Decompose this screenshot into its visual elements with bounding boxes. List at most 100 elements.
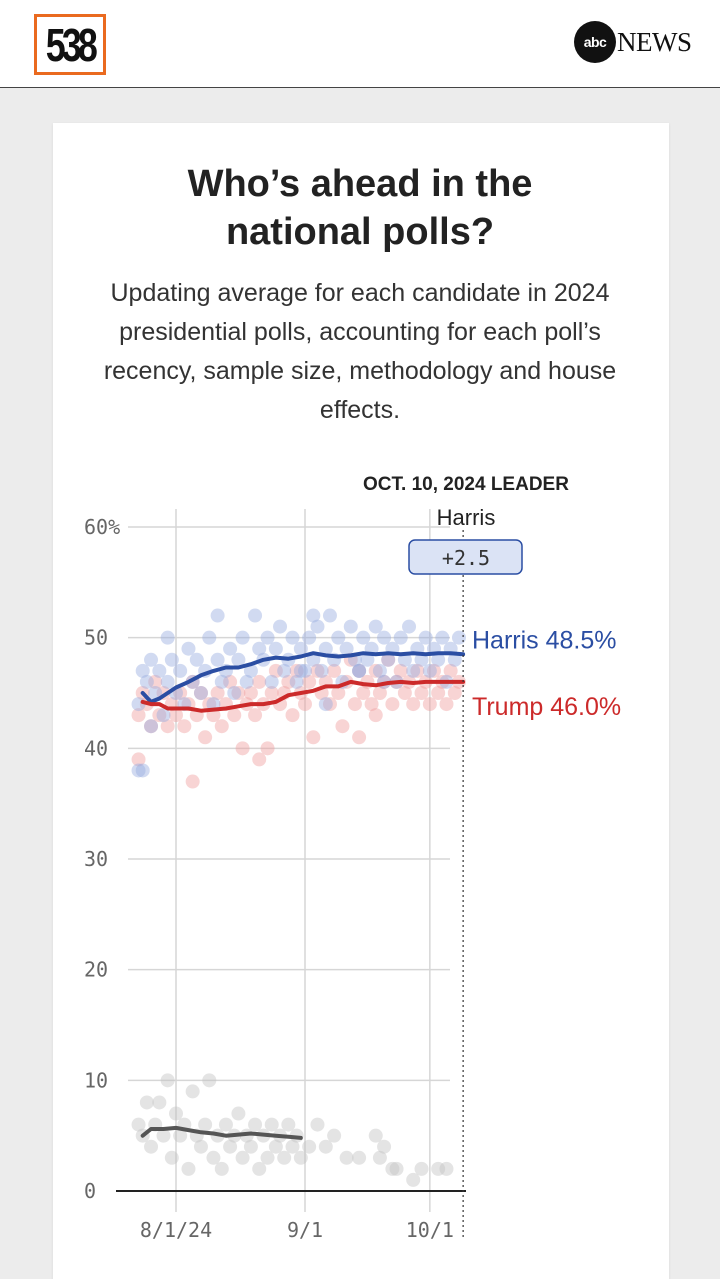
- poll-dot-harris: [418, 630, 433, 645]
- poll-dot-trump: [193, 686, 208, 700]
- poll-dot-kennedy: [235, 1150, 250, 1165]
- poll-dot-harris: [322, 608, 337, 623]
- poll-dot-trump: [381, 652, 396, 667]
- y-tick-label: 20: [84, 958, 108, 982]
- poll-dot-harris: [152, 663, 167, 678]
- poll-dot-harris: [352, 663, 367, 678]
- chart-axes: 60% 50 40 30 20 10 0 8/1/24 9/1 10/1: [84, 515, 466, 1242]
- poll-dot-harris: [260, 630, 275, 645]
- poll-dot-kennedy: [352, 1150, 367, 1165]
- poll-dot-harris: [277, 663, 292, 678]
- poll-dot-harris: [368, 619, 383, 634]
- poll-dot-harris: [397, 652, 412, 667]
- poll-dot-trump: [243, 686, 258, 700]
- trump-end-label: Trump 46.0%: [472, 693, 621, 721]
- poll-dot-harris: [144, 652, 159, 667]
- poll-dot-harris: [210, 608, 225, 623]
- poll-dot-harris: [289, 674, 304, 689]
- poll-dot-trump: [214, 719, 229, 734]
- poll-dot-trump: [260, 741, 275, 756]
- poll-dot-kennedy: [156, 1128, 171, 1143]
- poll-dot-harris: [331, 630, 346, 645]
- poll-dot-kennedy: [218, 1117, 233, 1132]
- poll-dot-trump: [322, 697, 337, 712]
- poll-dot-harris: [239, 674, 254, 689]
- poll-dot-harris: [285, 630, 300, 645]
- abc-news-logo[interactable]: abc NEWS: [574, 21, 692, 63]
- poll-dot-trump: [177, 719, 192, 734]
- poll-dot-trump: [306, 730, 321, 745]
- poll-dot-kennedy: [160, 1073, 175, 1088]
- poll-dot-trump: [198, 730, 213, 745]
- poll-dot-harris: [139, 674, 154, 689]
- poll-dot-harris: [235, 630, 250, 645]
- poll-dot-harris: [343, 619, 358, 634]
- poll-dot-harris: [223, 641, 238, 656]
- poll-dot-kennedy: [327, 1128, 342, 1143]
- poll-dot-kennedy: [406, 1172, 421, 1187]
- poll-dot-kennedy: [198, 1117, 213, 1132]
- poll-dot-harris: [264, 674, 279, 689]
- poll-dot-trump: [160, 719, 175, 734]
- poll-dot-harris: [268, 641, 283, 656]
- poll-dot-trump: [227, 708, 242, 723]
- poll-dot-trump: [252, 752, 267, 767]
- poll-dot-trump: [285, 708, 300, 723]
- poll-dot-trump: [393, 663, 408, 678]
- poll-dot-kennedy: [185, 1084, 200, 1099]
- poll-dot-harris: [393, 630, 408, 645]
- poll-dot-kennedy: [206, 1150, 221, 1165]
- poll-dot-trump: [327, 663, 342, 678]
- poll-dot-harris: [156, 708, 171, 723]
- poll-dot-trump: [447, 686, 462, 700]
- poll-dot-trump: [268, 663, 283, 678]
- poll-dot-harris: [314, 663, 329, 678]
- top-navigation-bar: 538 abc NEWS: [0, 0, 720, 88]
- fivethirtyeight-logo[interactable]: 538: [34, 14, 106, 75]
- poll-dot-kennedy: [264, 1117, 279, 1132]
- poll-dot-kennedy: [248, 1117, 263, 1132]
- abc-news-wordmark: NEWS: [617, 26, 692, 57]
- poll-dot-trump: [223, 674, 238, 689]
- poll-dot-trump: [331, 686, 346, 700]
- y-tick-label: 30: [84, 847, 108, 871]
- poll-dot-trump: [439, 697, 454, 712]
- chart-subtitle: Updating average for each candidate in 2…: [103, 279, 617, 424]
- poll-dot-trump: [422, 697, 437, 712]
- poll-dot-trump: [302, 674, 317, 689]
- poll-dot-kennedy: [152, 1095, 167, 1110]
- poll-dot-harris: [131, 763, 146, 778]
- x-tick-label: 8/1/24: [140, 1218, 212, 1242]
- poll-dot-harris: [381, 652, 396, 667]
- poll-dot-harris: [310, 619, 325, 634]
- poll-dot-trump: [406, 697, 421, 712]
- poll-dot-harris: [447, 652, 462, 667]
- poll-dot-harris: [210, 652, 225, 667]
- poll-dot-kennedy: [385, 1161, 400, 1176]
- poll-dot-trump: [368, 708, 383, 723]
- poll-dot-kennedy: [260, 1150, 275, 1165]
- poll-dot-harris: [148, 686, 163, 700]
- poll-dot-kennedy: [131, 1117, 146, 1132]
- poll-dot-trump: [252, 674, 267, 689]
- poll-dot-trump: [372, 686, 387, 700]
- poll-dot-trump: [144, 719, 159, 734]
- poll-dot-kennedy: [281, 1117, 296, 1132]
- poll-dot-trump: [352, 730, 367, 745]
- poll-dot-kennedy: [439, 1161, 454, 1176]
- poll-dot-kennedy: [173, 1128, 188, 1143]
- poll-dot-trump: [368, 663, 383, 678]
- y-tick-label: 50: [84, 626, 108, 650]
- poll-dot-harris: [422, 663, 437, 678]
- poll-dot-kennedy: [181, 1161, 196, 1176]
- poll-dot-trump: [148, 674, 163, 689]
- poll-dot-harris: [227, 686, 242, 700]
- logo-text: 538: [45, 18, 98, 71]
- average-line-trump: [140, 679, 466, 713]
- poll-dot-trump: [131, 708, 146, 723]
- poll-dot-harris: [339, 641, 354, 656]
- poll-dot-harris: [173, 663, 188, 678]
- leader-name: Harris: [437, 505, 496, 530]
- poll-dot-harris: [406, 663, 421, 678]
